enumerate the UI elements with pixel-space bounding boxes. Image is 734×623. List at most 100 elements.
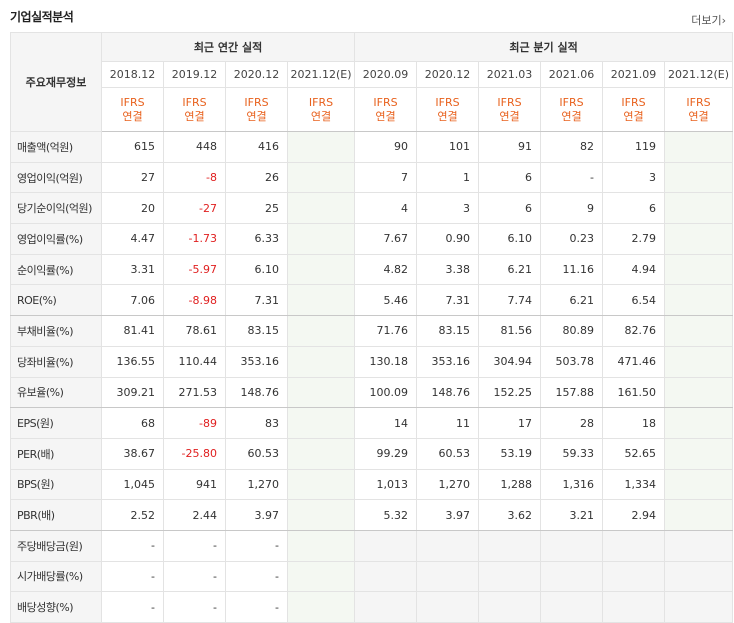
table-row: EPS(원) 68 -89 83 14 11 17 28 18 (10, 407, 734, 439)
table-row: PBR(배) 2.52 2.44 3.97 5.32 3.97 3.62 3.21 2.94 (10, 499, 734, 531)
table-cell: 1,288 (478, 468, 542, 501)
consol-text: 연결 (184, 109, 205, 123)
table-cell (602, 560, 666, 593)
table-cell: -8 (163, 161, 226, 194)
table-cell: 99.29 (354, 437, 418, 470)
table-cell: -1.73 (163, 223, 226, 255)
table-cell: 2.79 (602, 223, 666, 255)
table-cell: 38.67 (101, 437, 164, 470)
table-row: 배당성향(%) - - - (10, 591, 734, 623)
table-cell: - (225, 560, 288, 593)
table-cell: 7.74 (478, 284, 542, 317)
table-cell: 2.94 (602, 499, 666, 531)
table-cell: 27 (101, 161, 164, 194)
row-label: 주당배당금(원) (10, 529, 102, 562)
table-row: 당좌비율(%) 136.55 110.44 353.16 130.18 353.16 304… (10, 345, 734, 378)
table-cell: - (101, 591, 164, 623)
table-row: 영업이익률(%) 4.47 -1.73 6.33 7.67 0.90 6.10 0.23 2.7… (10, 223, 734, 255)
table-cell: 1,270 (416, 468, 480, 501)
period-header: 2020.12 (416, 61, 480, 88)
ifrs-label: IFRS 연결 (286, 87, 356, 132)
row-label: PBR(배) (10, 499, 102, 531)
more-link[interactable]: 더보기› (691, 12, 726, 28)
table-row: 유보율(%) 309.21 271.53 148.76 100.09 148.76 152.… (10, 376, 734, 409)
ifrs-label: IFRS 연결 (225, 87, 288, 132)
table-cell: 11.16 (540, 253, 604, 286)
table-cell: - (225, 591, 288, 623)
table-cell: 53.19 (478, 437, 542, 470)
table-cell (478, 529, 542, 562)
table-cell (478, 591, 542, 623)
table-cell: - (163, 591, 226, 623)
row-label: 영업이익(억원) (10, 161, 102, 194)
table-row: 매출액(억원) 615 448 416 90 101 91 82 119 (10, 131, 734, 163)
table-row: 영업이익(억원) 27 -8 26 7 1 6-3 (10, 161, 734, 194)
table-cell: 3.38 (416, 253, 480, 286)
table-cell (664, 468, 734, 501)
table-cell: 6.33 (225, 223, 288, 255)
table-cell: 6.21 (540, 284, 604, 317)
row-label: 매출액(억원) (10, 131, 102, 163)
table-cell (286, 468, 356, 501)
table-cell: 6 (602, 192, 666, 225)
table-cell: - (163, 560, 226, 593)
table-cell: 5.32 (354, 499, 418, 531)
annual-group-header: 최근 연간 실적 (100, 32, 356, 62)
table-cell: 3 (602, 161, 666, 194)
ifrs-label: IFRS 연결 (540, 87, 604, 132)
table-cell (286, 131, 356, 163)
table-cell (286, 192, 356, 225)
ifrs-label: IFRS 연결 (416, 87, 480, 132)
table-cell: - (225, 529, 288, 562)
table-cell (664, 192, 734, 225)
table-cell (286, 437, 356, 470)
table-cell (286, 161, 356, 194)
table-cell: 91 (478, 131, 542, 163)
table-row: BPS(원) 1,045 941 1,270 1,013 1,270 1,288 1,316 1… (10, 468, 734, 501)
table-cell (286, 529, 356, 562)
table-cell: 4.94 (602, 253, 666, 286)
table-cell: 148.76 (225, 376, 288, 409)
consol-text: 연결 (246, 109, 267, 123)
table-cell: 7 (354, 161, 418, 194)
table-cell: 416 (225, 131, 288, 163)
table-cell (664, 407, 734, 439)
table-cell (286, 407, 356, 439)
table-cell (416, 529, 480, 562)
table-cell: 26 (225, 161, 288, 194)
table-cell: 1,045 (101, 468, 164, 501)
period-header: 2021.03 (478, 61, 542, 88)
table-cell: 148.76 (416, 376, 480, 409)
table-cell: 59.33 (540, 437, 604, 470)
table-cell: 503.78 (540, 345, 604, 378)
table-cell: 7.31 (416, 284, 480, 317)
table-cell: 119 (602, 131, 666, 163)
row-label: 시가배당률(%) (10, 560, 102, 593)
table-cell (354, 560, 418, 593)
ifrs-text: IFRS (182, 95, 207, 109)
period-header: 2021.12(E) (286, 61, 356, 88)
table-cell: 2.52 (101, 499, 164, 531)
table-cell (286, 284, 356, 317)
table-row: PER(배) 38.67 -25.80 60.53 99.29 60.53 53.19 59.… (10, 437, 734, 470)
table-cell: 3.97 (416, 499, 480, 531)
row-label: 당기순이익(억원) (10, 192, 102, 225)
table-row: 순이익률(%) 3.31 -5.97 6.10 4.82 3.38 6.21 11.16 4.9… (10, 253, 734, 286)
table-cell (664, 223, 734, 255)
period-header: 2019.12 (163, 61, 226, 88)
table-cell: 353.16 (416, 345, 480, 378)
table-cell: 82.76 (602, 315, 666, 347)
table-cell: - (101, 529, 164, 562)
table-cell (664, 591, 734, 623)
section-title: 기업실적분석 (10, 10, 74, 24)
table-cell: 82 (540, 131, 604, 163)
consol-text: 연결 (561, 109, 582, 123)
table-cell (540, 560, 604, 593)
table-cell: 0.90 (416, 223, 480, 255)
ifrs-label: IFRS 연결 (101, 87, 164, 132)
table-cell: 3.21 (540, 499, 604, 531)
table-cell (664, 131, 734, 163)
table-cell (286, 345, 356, 378)
row-label: 순이익률(%) (10, 253, 102, 286)
consol-text: 연결 (310, 109, 332, 123)
